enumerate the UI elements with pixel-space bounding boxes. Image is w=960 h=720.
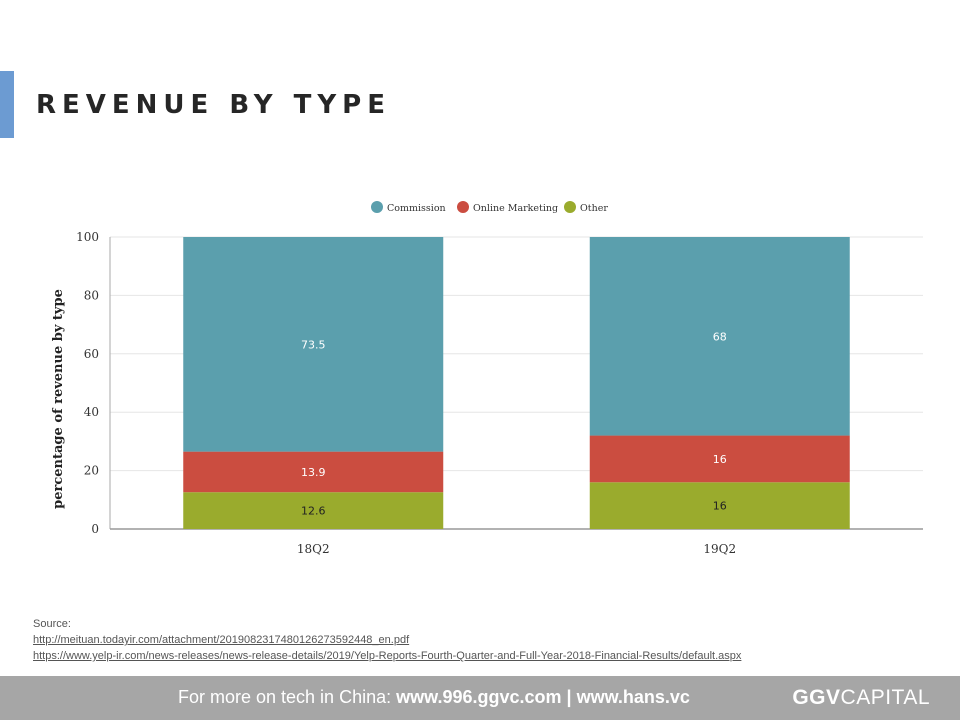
bar-commission-19q2 (589, 237, 850, 436)
legend-swatch (371, 201, 383, 213)
legend-label: Other (580, 203, 608, 214)
page-title: REVENUE BY TYPE (36, 90, 392, 120)
source-block: Source: http://meituan.todayir.com/attac… (33, 616, 741, 664)
stacked-bar-chart: 0 20 40 60 80 100 percentage of revenue by typ… (51, 201, 923, 556)
y-tick-label: 20 (84, 464, 99, 478)
y-tick-label: 0 (91, 522, 99, 536)
data-label: 13.9 (301, 466, 326, 479)
data-label: 12.6 (301, 505, 326, 518)
legend-swatch (564, 201, 576, 213)
footer-separator: | (561, 687, 577, 707)
y-axis-title: percentage of revenue by type (51, 289, 66, 509)
title-accent-bar (0, 71, 14, 138)
bar-online-marketing-19q2 (589, 435, 850, 483)
x-tick-label: 19Q2 (703, 542, 736, 556)
source-link-yelp[interactable]: https://www.yelp-ir.com/news-releases/ne… (33, 650, 742, 662)
x-tick-label: 18Q2 (297, 542, 330, 556)
legend-swatch (457, 201, 469, 213)
source-label: Source: (33, 618, 71, 630)
data-label: 16 (713, 453, 727, 466)
footer-bar: For more on tech in China: www.996.ggvc.… (0, 676, 960, 720)
bar-commission-18q2 (183, 237, 444, 452)
bar-other-19q2 (589, 482, 850, 529)
source-link-meituan[interactable]: http://meituan.todayir.com/attachment/20… (33, 634, 410, 646)
data-label: 16 (713, 500, 727, 513)
ggv-capital-logo: GGVCAPITAL (792, 686, 930, 709)
footer-link-996[interactable]: www.996.ggvc.com (396, 687, 562, 707)
y-tick-label: 40 (84, 405, 99, 419)
y-tick-label: 60 (84, 347, 99, 361)
y-tick-label: 100 (76, 230, 99, 244)
legend-label: Commission (387, 203, 446, 214)
data-label: 68 (713, 330, 727, 343)
bar-other-18q2 (183, 492, 444, 529)
legend-label: Online Marketing (473, 203, 558, 214)
y-tick-label: 80 (84, 288, 99, 302)
footer-prefix: For more on tech in China: (178, 687, 397, 707)
footer-link-hans[interactable]: www.hans.vc (576, 687, 690, 707)
data-label: 73.5 (301, 338, 326, 351)
footer-text: For more on tech in China: www.996.ggvc.… (178, 687, 690, 708)
bar-online-marketing-18q2 (183, 451, 444, 493)
